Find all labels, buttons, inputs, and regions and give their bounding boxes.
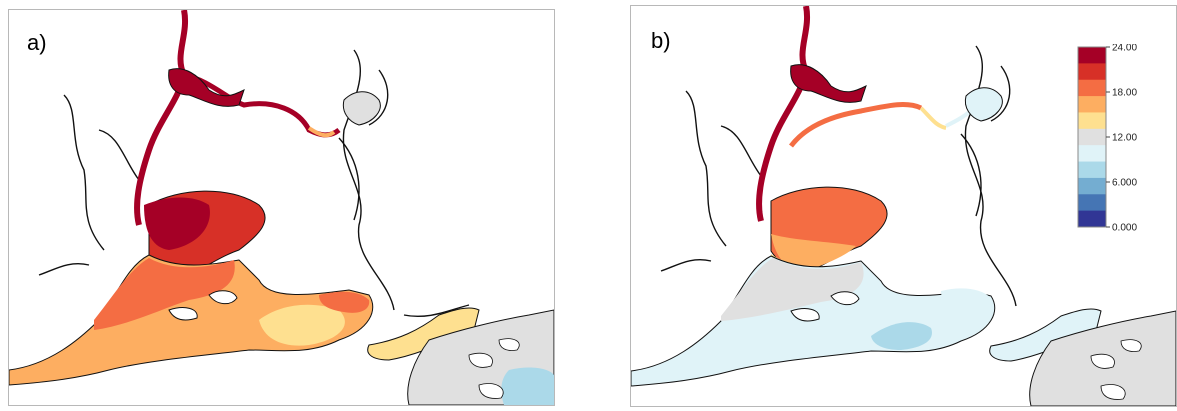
map-panel-b: b) 24.00 18	[630, 5, 1177, 407]
upper-river	[134, 10, 188, 226]
legend-swatch	[1078, 79, 1106, 97]
legend-tick-label: 6.000	[1112, 178, 1137, 189]
color-legend: 24.00 18.00 12.00 6.000 0.000	[1077, 44, 1137, 234]
legend-swatch	[1078, 210, 1106, 228]
legend-swatch	[1078, 194, 1106, 212]
channel-outlines	[38, 49, 470, 318]
panel-label-a: a)	[27, 30, 47, 55]
legend-swatch	[1078, 112, 1106, 130]
map-panel-a: a)	[8, 9, 555, 406]
legend-tick-label: 24.00	[1112, 44, 1137, 54]
legend-swatch	[1078, 161, 1106, 179]
legend-swatch	[1078, 96, 1106, 113]
legend-swatch	[1078, 145, 1106, 163]
river-branch	[183, 72, 341, 138]
legend-tick-label: 0.000	[1112, 223, 1137, 234]
legend-swatch	[1078, 128, 1106, 146]
legend-swatch	[1078, 63, 1106, 81]
map-b	[631, 6, 1176, 406]
legend-tick-label: 18.00	[1112, 88, 1137, 99]
legend-tick-label: 12.00	[1112, 133, 1137, 144]
panel-label-b: b)	[651, 28, 671, 53]
legend-swatch	[1078, 47, 1106, 64]
map-a	[9, 10, 554, 405]
legend-swatch	[1078, 177, 1106, 195]
